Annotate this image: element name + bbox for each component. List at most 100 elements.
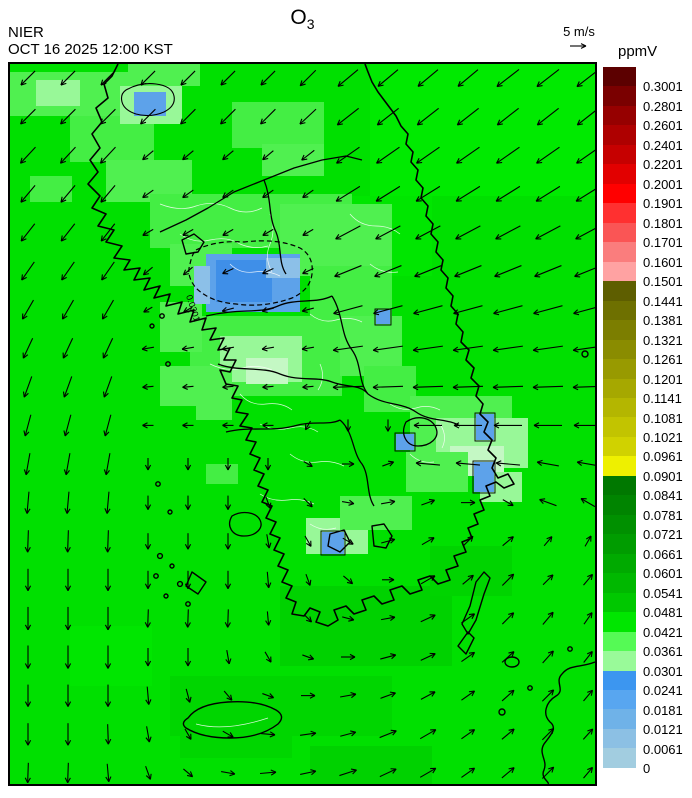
wind-arrow: [332, 345, 363, 353]
wind-arrow: [342, 460, 355, 468]
wind-arrow: [304, 535, 312, 547]
wind-arrow: [63, 414, 72, 437]
colorbar-segment: [603, 320, 636, 340]
colorbar-tick-label: 0: [643, 761, 651, 776]
wind-arrow: [260, 70, 276, 86]
wind-arrow: [64, 491, 71, 514]
colorbar-tick-label: 0.2601: [643, 118, 683, 134]
wind-arrow: [305, 573, 312, 586]
wind-arrow: [181, 345, 195, 352]
colorbar-tick-label: 0.0361: [643, 644, 683, 660]
wind-arrow: [61, 299, 74, 320]
wind-arrow: [535, 225, 561, 240]
wind-arrow: [265, 611, 272, 626]
colorbar-segment: [603, 242, 636, 262]
wind-arrow: [584, 535, 592, 547]
wind-arrow: [20, 70, 36, 86]
colorbar-segment: [603, 164, 636, 184]
wind-arrow: [184, 570, 192, 590]
colorbar-segment: [603, 573, 636, 593]
wind-arrow: [182, 422, 194, 429]
wind-arrow: [420, 575, 436, 585]
wind-arrow: [145, 766, 152, 780]
wind-arrow: [419, 729, 437, 740]
wind-arrow: [265, 571, 272, 589]
colorbar-tick-label: 0.0121: [643, 722, 683, 738]
wind-arrow: [493, 422, 522, 429]
colorbar-tick-label: 0.1501: [643, 274, 683, 290]
wind-arrow: [376, 107, 399, 126]
colorbar-tick-label: 0.0481: [643, 605, 683, 621]
colorbar-tick-label: 0.0181: [643, 702, 683, 718]
colorbar-segment: [603, 592, 636, 613]
wind-arrow: [302, 228, 314, 236]
wind-arrow: [104, 684, 112, 707]
wind-arrow: [19, 146, 36, 164]
wind-arrow: [501, 573, 515, 586]
colorbar-tick-label: 0.1601: [643, 254, 683, 270]
wind-arrow: [501, 767, 515, 779]
wind-arrow: [373, 305, 403, 316]
wind-arrow: [23, 414, 32, 437]
wind-arrow: [63, 453, 71, 476]
wind-arrow: [415, 225, 441, 240]
wind-arrow: [222, 267, 234, 275]
wind-arrow: [413, 305, 443, 316]
wind-arrow: [533, 422, 562, 429]
wind-arrow: [455, 185, 481, 202]
wind-arrow: [24, 568, 32, 592]
colorbar-tick-label: 0.0241: [643, 683, 683, 699]
wind-arrow: [100, 223, 116, 242]
wind-arrow: [456, 107, 479, 126]
wind-arrow: [461, 499, 476, 506]
wind-arrow: [260, 108, 276, 125]
wind-arrow: [456, 146, 480, 164]
wind-arrow: [501, 612, 515, 625]
coastline: [87, 64, 515, 627]
colorbar-segment: [603, 261, 636, 282]
wind-arrow: [299, 108, 317, 125]
wind-arrow: [339, 768, 357, 777]
concentration-patch: [70, 626, 152, 686]
wind-arrow: [182, 150, 194, 161]
wind-arrow: [303, 461, 313, 468]
wind-arrow: [142, 383, 154, 390]
wind-arrow: [259, 769, 277, 776]
concentration-patch: [310, 746, 432, 784]
wind-arrow: [457, 69, 479, 87]
colorbar-segment: [603, 144, 636, 165]
wind-arrow: [23, 453, 31, 476]
wind-arrow: [501, 728, 515, 740]
wind-arrow: [382, 576, 395, 583]
wind-arrow: [24, 530, 31, 553]
concentration-patch: [128, 64, 200, 86]
wind-arrow: [340, 691, 357, 699]
concentration-patch: [430, 546, 512, 596]
wind-arrow: [24, 762, 31, 784]
wind-arrow: [104, 568, 112, 592]
wind-arrow: [416, 107, 439, 126]
wind-arrow: [413, 422, 442, 429]
wind-arrow: [100, 70, 116, 86]
wind-arrow: [60, 185, 76, 203]
wind-arrow: [304, 420, 311, 431]
wind-arrow: [414, 265, 442, 278]
wind-arrow: [262, 383, 274, 390]
wind-arrow: [221, 345, 235, 352]
header-left: NIER OCT 16 2025 12:00 KST: [8, 24, 173, 58]
wind-arrow: [100, 185, 116, 203]
wind-arrow: [105, 724, 112, 745]
colorbar-segment: [603, 709, 636, 729]
agency-label: NIER: [8, 24, 44, 41]
wind-arrow: [24, 491, 31, 514]
wind-arrow: [494, 265, 522, 278]
colorbar-tick-label: 0.1141: [643, 391, 682, 407]
wind-arrow: [375, 185, 401, 202]
wind-arrow: [415, 185, 441, 202]
wind-arrow: [144, 609, 151, 628]
concentration-patch: [396, 434, 414, 450]
species-subscript: 3: [306, 16, 315, 33]
colorbar-tick-label: 0.0961: [643, 449, 683, 465]
colorbar-tick-label: 0.0781: [643, 507, 683, 523]
